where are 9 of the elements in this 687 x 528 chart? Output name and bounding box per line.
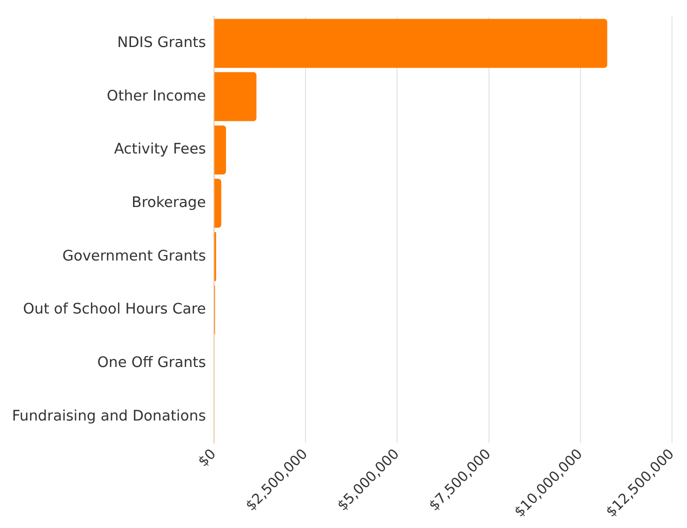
y-tick-label: Other Income	[106, 88, 206, 104]
y-tick-label: Fundraising and Donations	[12, 408, 206, 424]
y-tick-label: Out of School Hours Care	[23, 302, 206, 318]
y-tick-label: One Off Grants	[97, 354, 206, 371]
y-tick-label: NDIS Grants	[117, 35, 206, 52]
y-tick-label: Government Grants	[62, 248, 206, 264]
y-tick-label: Activity Fees	[114, 142, 206, 158]
x-tick-label: $0	[195, 446, 220, 470]
y-tick-label: Brokerage	[132, 195, 206, 212]
